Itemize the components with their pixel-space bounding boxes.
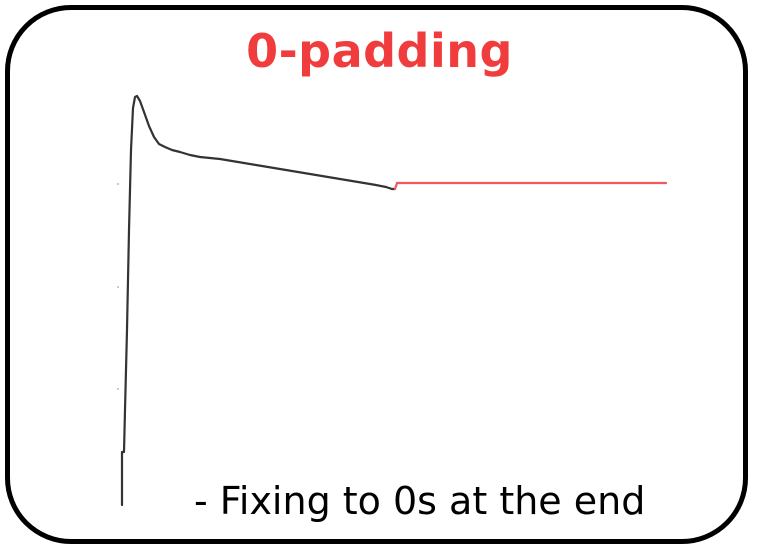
slide-title: 0-padding bbox=[246, 24, 513, 78]
axis-ticks bbox=[117, 183, 119, 390]
slide-caption: - Fixing to 0s at the end bbox=[194, 479, 646, 523]
zero-padding-trace bbox=[393, 181, 668, 191]
signal-trace bbox=[120, 94, 397, 507]
